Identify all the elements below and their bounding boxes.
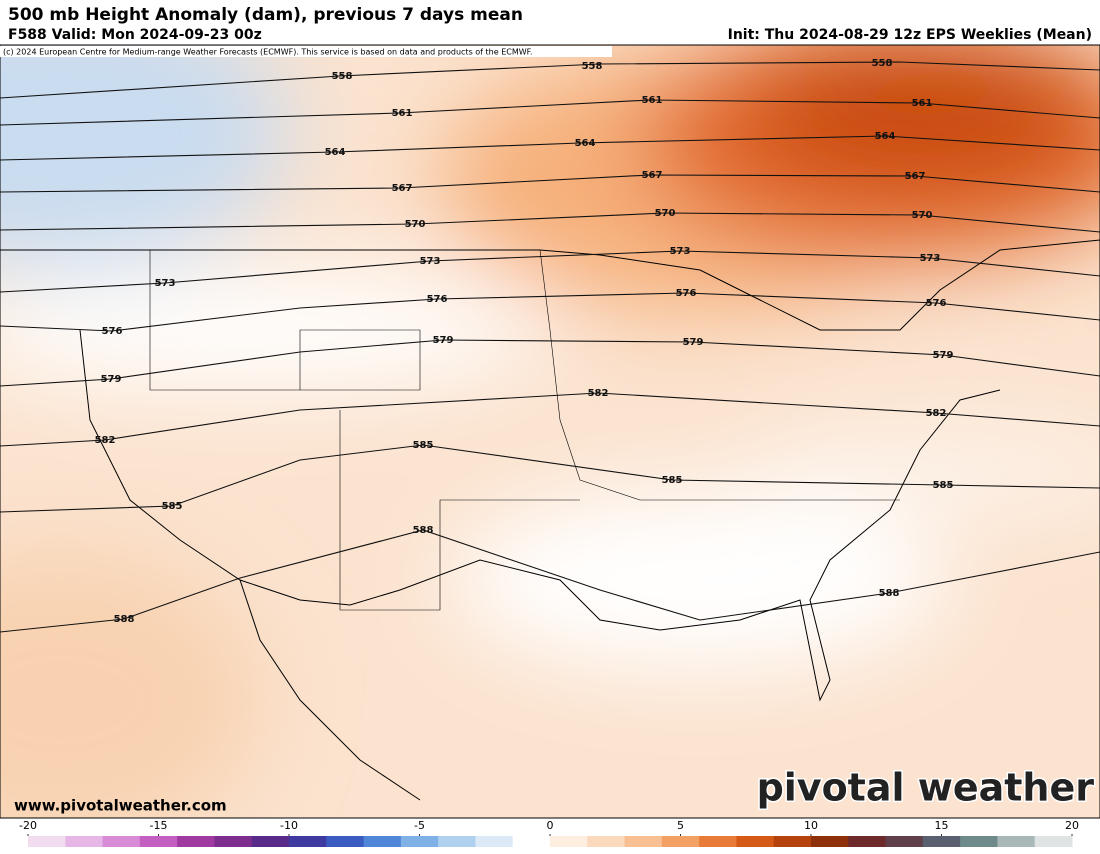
colorbar-swatch <box>512 836 551 847</box>
colorbar-swatch <box>811 836 849 847</box>
contour-label: 567 <box>642 170 663 181</box>
colorbar-swatch <box>438 836 476 847</box>
colorbar-tick-label: -10 <box>280 819 298 832</box>
colorbar: -20 -15 -10 -5 0 5 10 15 20 <box>19 819 1079 847</box>
colorbar-swatch <box>177 836 215 847</box>
colorbar-swatch <box>587 836 626 847</box>
contour-label: 579 <box>101 374 122 385</box>
colorbar-swatch <box>699 836 737 847</box>
contour-line <box>0 61 1100 99</box>
contour-label: 573 <box>670 246 691 257</box>
colorbar-swatch <box>289 836 327 847</box>
contour-label: 576 <box>676 288 697 299</box>
contour-label: 576 <box>102 326 123 337</box>
colorbar-swatch <box>363 836 402 847</box>
colorbar-tick-label: -15 <box>150 819 168 832</box>
contour-label: 561 <box>642 95 663 106</box>
contour-label: 585 <box>162 501 183 512</box>
contour-label: 558 <box>872 58 893 69</box>
contour-line <box>0 444 1100 513</box>
credit-bg <box>0 46 612 57</box>
website: www.pivotalweather.com <box>14 797 227 815</box>
colorbar-tick-label: 5 <box>677 819 684 832</box>
contour-label: 582 <box>95 435 116 446</box>
contour-line <box>0 292 1100 332</box>
colorbar-swatch <box>475 836 514 847</box>
contour-label: 582 <box>926 408 947 419</box>
contour-label: 576 <box>427 294 448 305</box>
contour-line <box>0 250 1100 293</box>
contour-label: 558 <box>332 71 353 82</box>
contour-label: 561 <box>912 98 933 109</box>
colorbar-swatch <box>214 836 253 847</box>
colorbar-tick-label: 20 <box>1065 819 1079 832</box>
contour-label: 573 <box>155 278 176 289</box>
colorbar-swatch <box>661 836 700 847</box>
contour-line <box>0 392 1100 447</box>
contour-label: 579 <box>683 337 704 348</box>
init-time: Init: Thu 2024-08-29 12z EPS Weeklies (M… <box>728 27 1092 43</box>
contour-label: 588 <box>114 614 135 625</box>
contour-label: 573 <box>920 253 941 264</box>
contour-label: 588 <box>413 525 434 536</box>
colorbar-swatch <box>773 836 812 847</box>
colorbar-swatch <box>997 836 1036 847</box>
contour-label: 567 <box>392 183 413 194</box>
logo: pivotal weather <box>757 766 1095 810</box>
contour-label: 576 <box>926 298 947 309</box>
contour-label: 564 <box>575 138 596 149</box>
map-frame <box>0 44 1100 819</box>
colorbar-swatch <box>624 836 663 847</box>
contour-label: 570 <box>912 210 933 221</box>
colorbar-swatch <box>960 836 998 847</box>
colorbar-swatch <box>922 836 961 847</box>
credit: (c) 2024 European Centre for Medium-rang… <box>3 48 533 57</box>
colorbar-swatch <box>251 836 290 847</box>
contour-label: 573 <box>420 256 441 267</box>
contour-line <box>0 99 1100 126</box>
colorbar-swatch <box>550 836 588 847</box>
colorbar-swatch <box>28 836 66 847</box>
contour-label: 579 <box>933 350 954 361</box>
colorbar-tick-label: 10 <box>804 819 818 832</box>
contour-line <box>0 135 1100 161</box>
contour-label: 585 <box>413 440 434 451</box>
colorbar-swatch <box>1034 836 1073 847</box>
contour-label: 558 <box>582 61 603 72</box>
contour-label: 570 <box>655 208 676 219</box>
contour-line <box>0 212 1100 233</box>
contour-line <box>0 174 1100 193</box>
contour-label: 585 <box>662 475 683 486</box>
contour-label: 585 <box>933 480 954 491</box>
contour-line <box>0 339 1100 387</box>
contour-label: 570 <box>405 219 426 230</box>
contour-label: 588 <box>879 588 900 599</box>
colorbar-swatch <box>885 836 924 847</box>
contours: 558 558 558 561 561 561 564 564 564 567 567 567 570 5… <box>0 58 1100 633</box>
colorbar-tick-label: -20 <box>19 819 37 832</box>
colorbar-tick-label: 0 <box>547 819 554 832</box>
colorbar-swatch <box>736 836 775 847</box>
valid-time: F588 Valid: Mon 2024-09-23 00z <box>8 27 262 43</box>
contour-label: 564 <box>875 131 896 142</box>
colorbar-swatch <box>400 836 439 847</box>
colorbar-swatch <box>65 836 104 847</box>
contour-label: 561 <box>392 108 413 119</box>
contour-label: 564 <box>325 147 346 158</box>
colorbar-tick-label: 15 <box>935 819 949 832</box>
borders <box>0 239 1100 801</box>
colorbar-swatch <box>848 836 887 847</box>
colorbar-swatch <box>326 836 365 847</box>
contour-line <box>0 529 1100 633</box>
colorbar-tick-label: -5 <box>414 819 425 832</box>
colorbar-swatch <box>139 836 178 847</box>
contour-label: 579 <box>433 335 454 346</box>
title: 500 mb Height Anomaly (dam), previous 7 … <box>8 5 523 25</box>
colorbar-swatch <box>102 836 141 847</box>
contour-label: 582 <box>588 388 609 399</box>
contour-label: 567 <box>905 171 926 182</box>
